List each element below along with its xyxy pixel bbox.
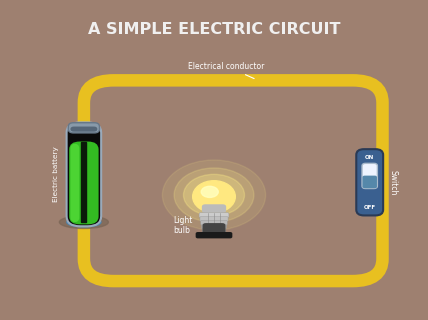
FancyBboxPatch shape	[67, 123, 101, 226]
Ellipse shape	[162, 160, 266, 230]
FancyBboxPatch shape	[200, 216, 228, 221]
Ellipse shape	[193, 181, 235, 212]
FancyBboxPatch shape	[71, 126, 97, 132]
Text: Light
bulb: Light bulb	[173, 216, 193, 235]
Text: ON: ON	[365, 155, 374, 160]
Ellipse shape	[174, 168, 254, 222]
FancyBboxPatch shape	[202, 204, 226, 213]
Ellipse shape	[59, 216, 108, 228]
FancyBboxPatch shape	[362, 163, 377, 188]
FancyBboxPatch shape	[356, 149, 383, 215]
FancyBboxPatch shape	[363, 176, 377, 188]
FancyBboxPatch shape	[196, 232, 232, 238]
FancyBboxPatch shape	[69, 141, 98, 224]
FancyBboxPatch shape	[202, 223, 226, 236]
Text: Switch: Switch	[389, 170, 398, 195]
Bar	[81, 142, 86, 222]
FancyBboxPatch shape	[202, 228, 226, 233]
Text: A SIMPLE ELECTRIC CIRCUIT: A SIMPLE ELECTRIC CIRCUIT	[88, 22, 340, 37]
Text: Electric battery: Electric battery	[53, 147, 59, 202]
Text: Electrical conductor: Electrical conductor	[188, 62, 265, 79]
Text: OFF: OFF	[364, 205, 376, 210]
FancyBboxPatch shape	[202, 224, 226, 229]
FancyBboxPatch shape	[199, 212, 229, 218]
Ellipse shape	[184, 174, 244, 216]
FancyBboxPatch shape	[201, 220, 227, 225]
FancyBboxPatch shape	[71, 143, 79, 222]
Ellipse shape	[67, 217, 101, 227]
FancyBboxPatch shape	[68, 123, 99, 133]
Ellipse shape	[201, 186, 218, 197]
